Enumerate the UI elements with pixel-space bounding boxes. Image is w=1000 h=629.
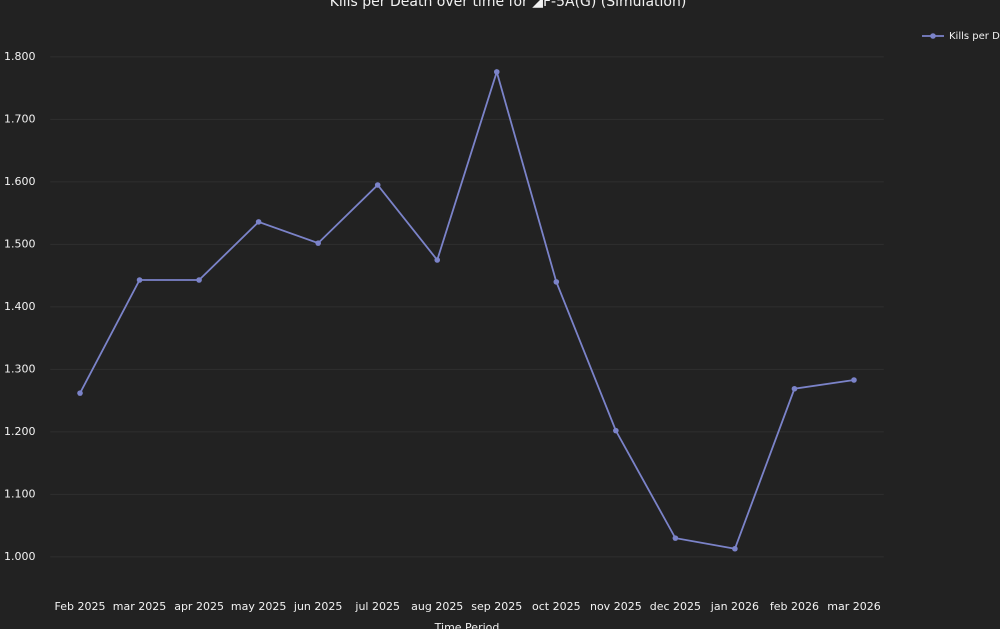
y-tick-label: 1.400	[4, 300, 36, 313]
x-tick-label: feb 2026	[770, 600, 819, 613]
point	[732, 545, 738, 552]
point	[553, 279, 560, 285]
y-tick-label: 1.500	[4, 237, 36, 250]
x-tick-label: apr 2025	[174, 600, 224, 613]
series-line	[79, 68, 855, 550]
point	[196, 277, 202, 283]
point	[255, 219, 262, 225]
point	[791, 385, 798, 392]
y-tick-label: 1.100	[4, 487, 36, 500]
legend-label: Kills per D	[949, 31, 1000, 42]
x-tick-label: mar 2026	[827, 600, 880, 613]
y-tick-label: 1.000	[4, 550, 36, 563]
x-tick-label: nov 2025	[590, 600, 642, 613]
x-tick-label: oct 2025	[532, 600, 581, 613]
x-tick-label: jul 2025	[354, 600, 400, 613]
x-axis-title: Time Period	[434, 621, 500, 629]
y-tick-label: 1.800	[4, 50, 36, 63]
x-tick-label: may 2025	[231, 600, 286, 613]
point	[374, 182, 381, 188]
point	[434, 257, 441, 263]
x-tick-label: aug 2025	[411, 600, 463, 613]
chart-title: Kills per Death over time for ◢F-5A(G) (…	[330, 0, 687, 10]
x-tick-label: jan 2026	[710, 600, 759, 613]
point	[851, 377, 857, 383]
point	[493, 69, 500, 75]
y-tick-label: 1.300	[4, 362, 36, 375]
legend-marker	[930, 33, 936, 39]
x-tick-label: jun 2025	[293, 600, 343, 613]
y-tick-label: 1.200	[4, 425, 36, 438]
point	[136, 277, 143, 283]
y-tick-label: 1.700	[4, 112, 36, 125]
x-tick-label: mar 2025	[113, 600, 166, 613]
x-tick-label: sep 2025	[471, 600, 522, 613]
point	[77, 390, 83, 396]
point	[672, 535, 679, 541]
x-tick-label: dec 2025	[650, 600, 701, 613]
y-tick-label: 1.600	[4, 175, 36, 188]
x-tick-label: Feb 2025	[55, 600, 106, 613]
point	[613, 427, 619, 434]
point	[315, 240, 321, 246]
